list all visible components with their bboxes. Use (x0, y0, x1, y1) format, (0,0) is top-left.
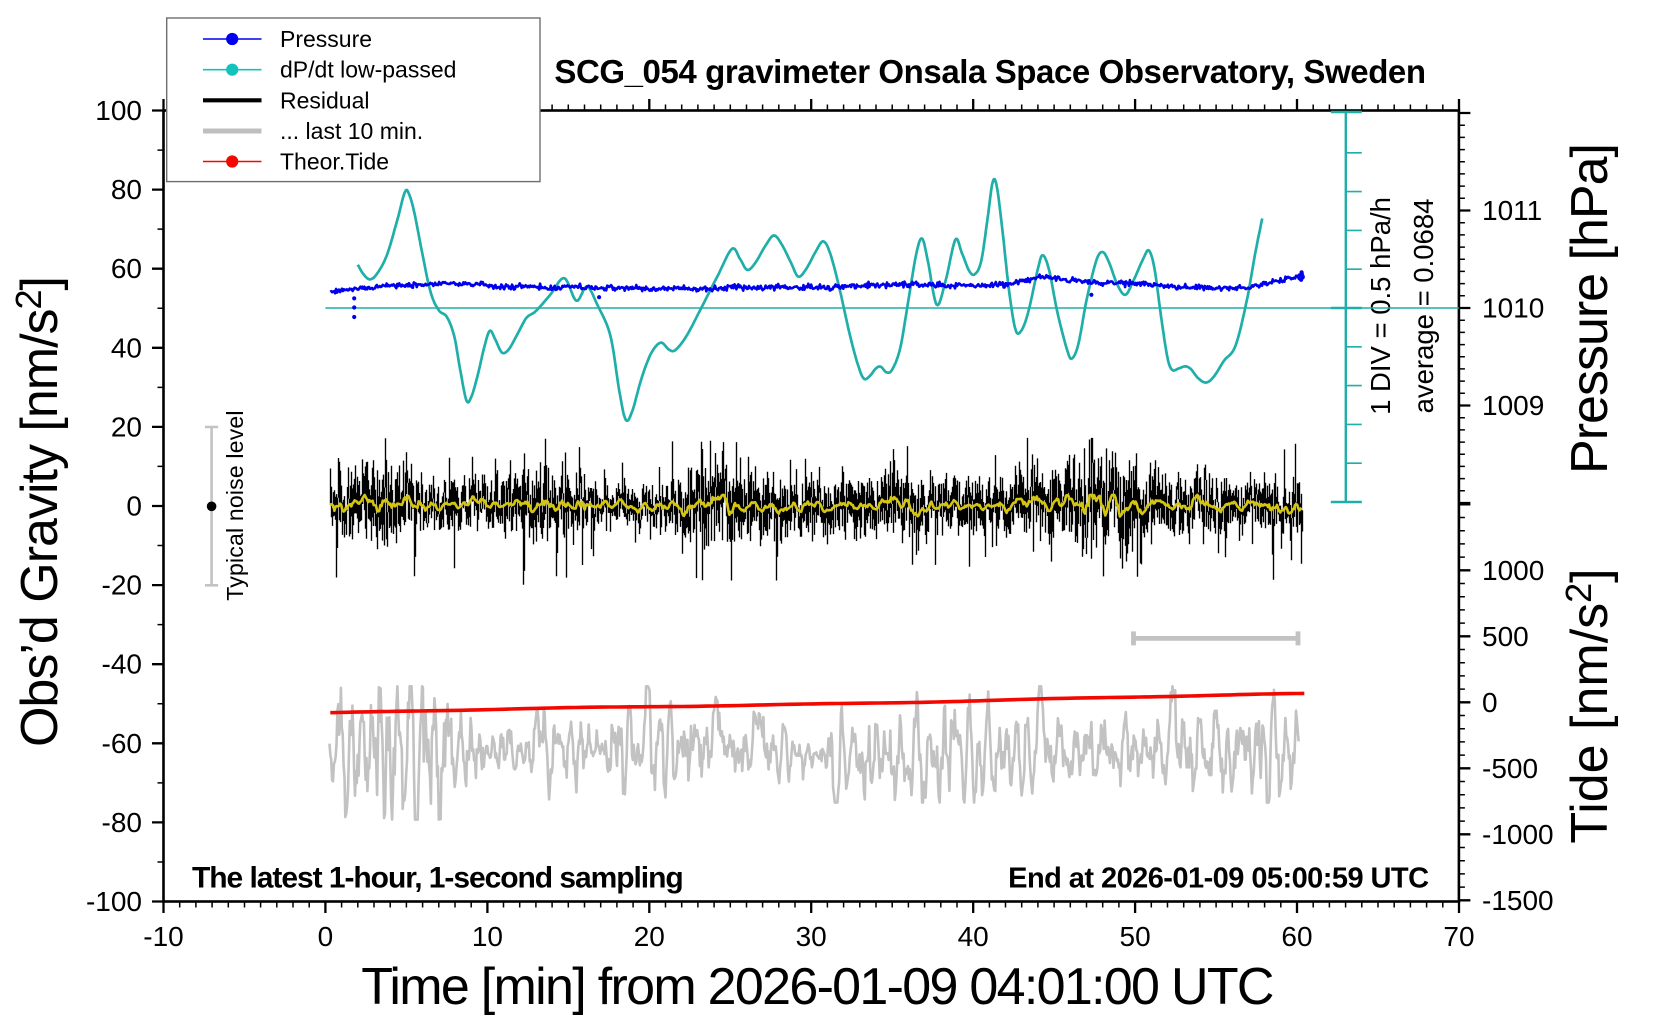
svg-text:SCG_054 gravimeter Onsala Spac: SCG_054 gravimeter Onsala Space Observat… (554, 53, 1425, 90)
svg-text:Pressure [hPa]: Pressure [hPa] (1561, 144, 1619, 474)
svg-text:500: 500 (1482, 621, 1529, 652)
svg-text:End at 2026-01-09 05:00:59 UTC: End at 2026-01-09 05:00:59 UTC (1008, 863, 1429, 895)
svg-text:Theor.Tide: Theor.Tide (280, 149, 389, 175)
svg-text:1011: 1011 (1482, 195, 1542, 226)
svg-text:Pressure: Pressure (280, 26, 372, 52)
svg-text:100: 100 (95, 95, 142, 126)
svg-text:80: 80 (111, 174, 142, 205)
svg-text:70: 70 (1443, 921, 1474, 952)
svg-text:average = 0.0684: average = 0.0684 (1408, 199, 1439, 414)
svg-text:1 DIV = 0.5 hPa/h: 1 DIV = 0.5 hPa/h (1365, 197, 1396, 415)
svg-text:1009: 1009 (1482, 390, 1544, 421)
svg-text:20: 20 (111, 411, 142, 442)
svg-text:-1000: -1000 (1482, 819, 1554, 850)
svg-text:dP/dt low-passed: dP/dt low-passed (280, 57, 456, 83)
svg-text:-60: -60 (102, 728, 142, 759)
svg-text:-40: -40 (102, 649, 142, 680)
svg-text:50: 50 (1120, 921, 1151, 952)
svg-text:60: 60 (111, 253, 142, 284)
svg-text:-10: -10 (143, 921, 183, 952)
svg-text:-80: -80 (102, 807, 142, 838)
svg-text:-100: -100 (86, 886, 142, 917)
svg-text:1000: 1000 (1482, 555, 1544, 586)
svg-text:0: 0 (318, 921, 334, 952)
svg-text:The latest 1-hour, 1-second sa: The latest 1-hour, 1-second sampling (192, 862, 683, 895)
svg-text:0: 0 (126, 491, 142, 522)
svg-text:-1500: -1500 (1482, 885, 1554, 916)
svg-text:20: 20 (634, 921, 665, 952)
svg-text:... last 10 min.: ... last 10 min. (280, 118, 423, 144)
svg-text:40: 40 (111, 332, 142, 363)
svg-text:Residual: Residual (280, 87, 370, 113)
svg-text:Tide [nm/s2]: Tide [nm/s2] (1558, 568, 1619, 843)
svg-text:-500: -500 (1482, 753, 1538, 784)
svg-text:Time [min] from 2026-01-09 04:: Time [min] from 2026-01-09 04:01:00 UTC (361, 958, 1273, 1016)
svg-text:0: 0 (1482, 687, 1498, 718)
svg-text:1010: 1010 (1482, 293, 1544, 324)
svg-text:Typical noise level: Typical noise level (222, 410, 248, 600)
svg-text:60: 60 (1281, 921, 1312, 952)
svg-text:-20: -20 (102, 570, 142, 601)
svg-text:40: 40 (958, 921, 989, 952)
svg-text:10: 10 (472, 921, 503, 952)
svg-text:30: 30 (796, 921, 827, 952)
svg-text:Obs’d Gravity [nm/s2]: Obs’d Gravity [nm/s2] (8, 277, 69, 747)
